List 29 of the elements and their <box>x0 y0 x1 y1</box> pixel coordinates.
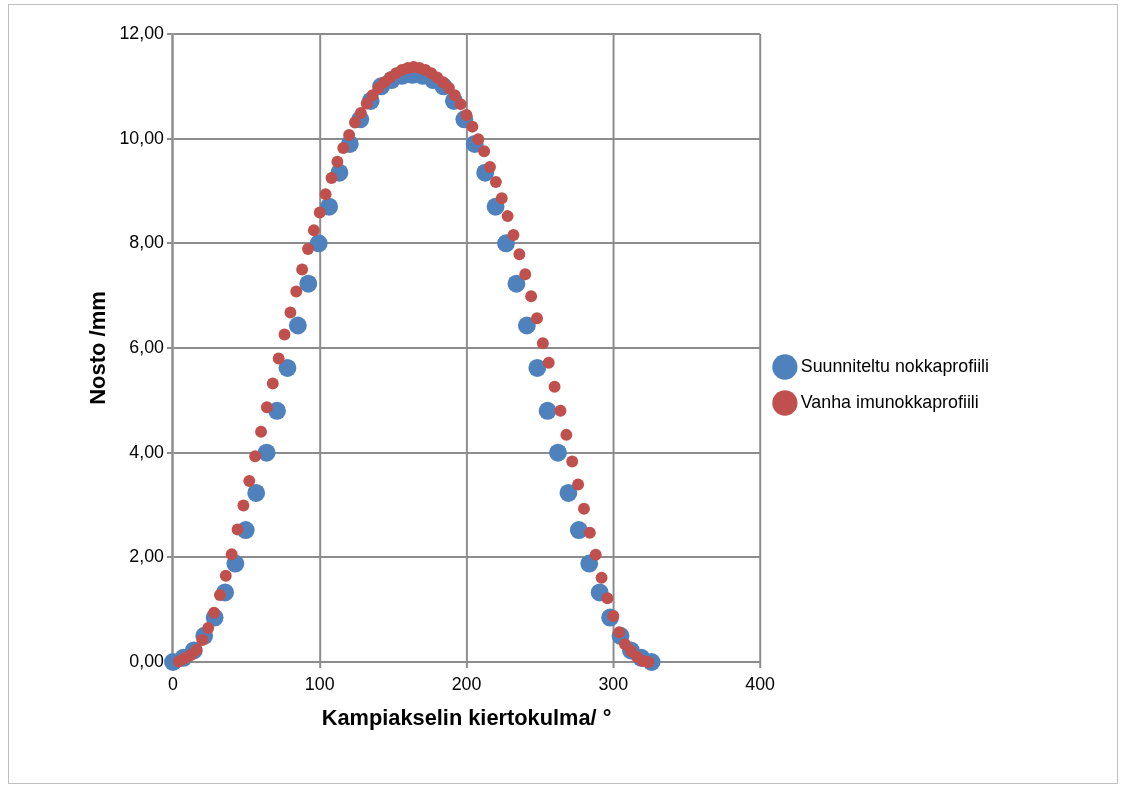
point <box>569 521 588 540</box>
x-axis-title: Kampiakselin kiertokulma/ ° <box>321 704 612 730</box>
point <box>559 483 578 502</box>
point <box>528 358 547 377</box>
point <box>288 316 307 335</box>
x-tick-label: 200 <box>451 673 482 694</box>
y-tick-label: 12,00 <box>119 22 165 43</box>
legend-label: Suunniteltu nokkaprofiili <box>800 355 990 376</box>
y-axis-title: Nosto /mm <box>85 291 111 405</box>
point <box>507 274 526 293</box>
y-tick-label: 2,00 <box>129 546 165 567</box>
point <box>517 316 536 335</box>
legend-label: Vanha imunokkaprofiili <box>800 391 979 412</box>
y-tick-label: 0,00 <box>129 650 165 671</box>
point <box>549 443 567 462</box>
y-tick-label: 6,00 <box>129 336 165 357</box>
x-tick-label: 0 <box>168 673 178 694</box>
point <box>278 358 297 377</box>
y-tick-label: 4,00 <box>129 441 165 462</box>
x-tick-label: 300 <box>598 673 629 694</box>
point <box>257 443 276 462</box>
point <box>299 274 318 293</box>
x-tick-label: 100 <box>304 673 335 694</box>
y-tick-label: 8,00 <box>129 232 165 253</box>
point <box>538 401 557 420</box>
point <box>247 483 266 502</box>
x-tick-label: 400 <box>745 673 776 694</box>
y-tick-label: 10,00 <box>119 127 165 148</box>
point <box>309 234 328 253</box>
